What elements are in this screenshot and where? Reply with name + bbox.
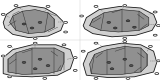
Circle shape (130, 65, 132, 66)
Circle shape (148, 45, 152, 47)
Circle shape (156, 60, 160, 62)
Circle shape (94, 77, 98, 79)
Circle shape (33, 42, 37, 44)
Polygon shape (83, 6, 157, 37)
Circle shape (34, 68, 36, 69)
Circle shape (46, 5, 50, 7)
Circle shape (80, 15, 84, 17)
Circle shape (8, 45, 12, 47)
Circle shape (39, 22, 41, 23)
Circle shape (1, 13, 5, 15)
Circle shape (33, 37, 37, 39)
Circle shape (155, 73, 159, 75)
Circle shape (153, 34, 157, 36)
Circle shape (123, 37, 127, 39)
Circle shape (8, 76, 12, 78)
Circle shape (114, 27, 116, 29)
Circle shape (94, 5, 98, 7)
Circle shape (64, 31, 68, 33)
Polygon shape (3, 45, 74, 77)
Polygon shape (3, 6, 64, 38)
Circle shape (14, 5, 18, 7)
Polygon shape (8, 48, 64, 74)
Circle shape (62, 44, 66, 46)
Polygon shape (83, 43, 157, 78)
Circle shape (108, 22, 110, 23)
Circle shape (47, 65, 49, 66)
Polygon shape (10, 10, 54, 34)
Circle shape (39, 59, 41, 60)
Circle shape (124, 59, 126, 60)
Circle shape (108, 62, 110, 63)
Circle shape (123, 41, 127, 43)
Polygon shape (90, 10, 149, 32)
Circle shape (73, 57, 77, 59)
Circle shape (133, 27, 136, 28)
Circle shape (126, 77, 130, 79)
Circle shape (111, 68, 113, 69)
Polygon shape (90, 46, 147, 74)
Circle shape (73, 69, 77, 71)
Circle shape (81, 50, 85, 52)
Circle shape (94, 42, 98, 44)
Circle shape (31, 27, 33, 29)
Circle shape (43, 77, 47, 79)
Circle shape (1, 55, 5, 57)
Circle shape (123, 5, 127, 7)
Circle shape (23, 23, 25, 25)
Circle shape (127, 20, 129, 21)
Circle shape (153, 11, 157, 13)
Circle shape (64, 21, 68, 23)
Circle shape (156, 25, 160, 27)
Circle shape (23, 62, 25, 63)
